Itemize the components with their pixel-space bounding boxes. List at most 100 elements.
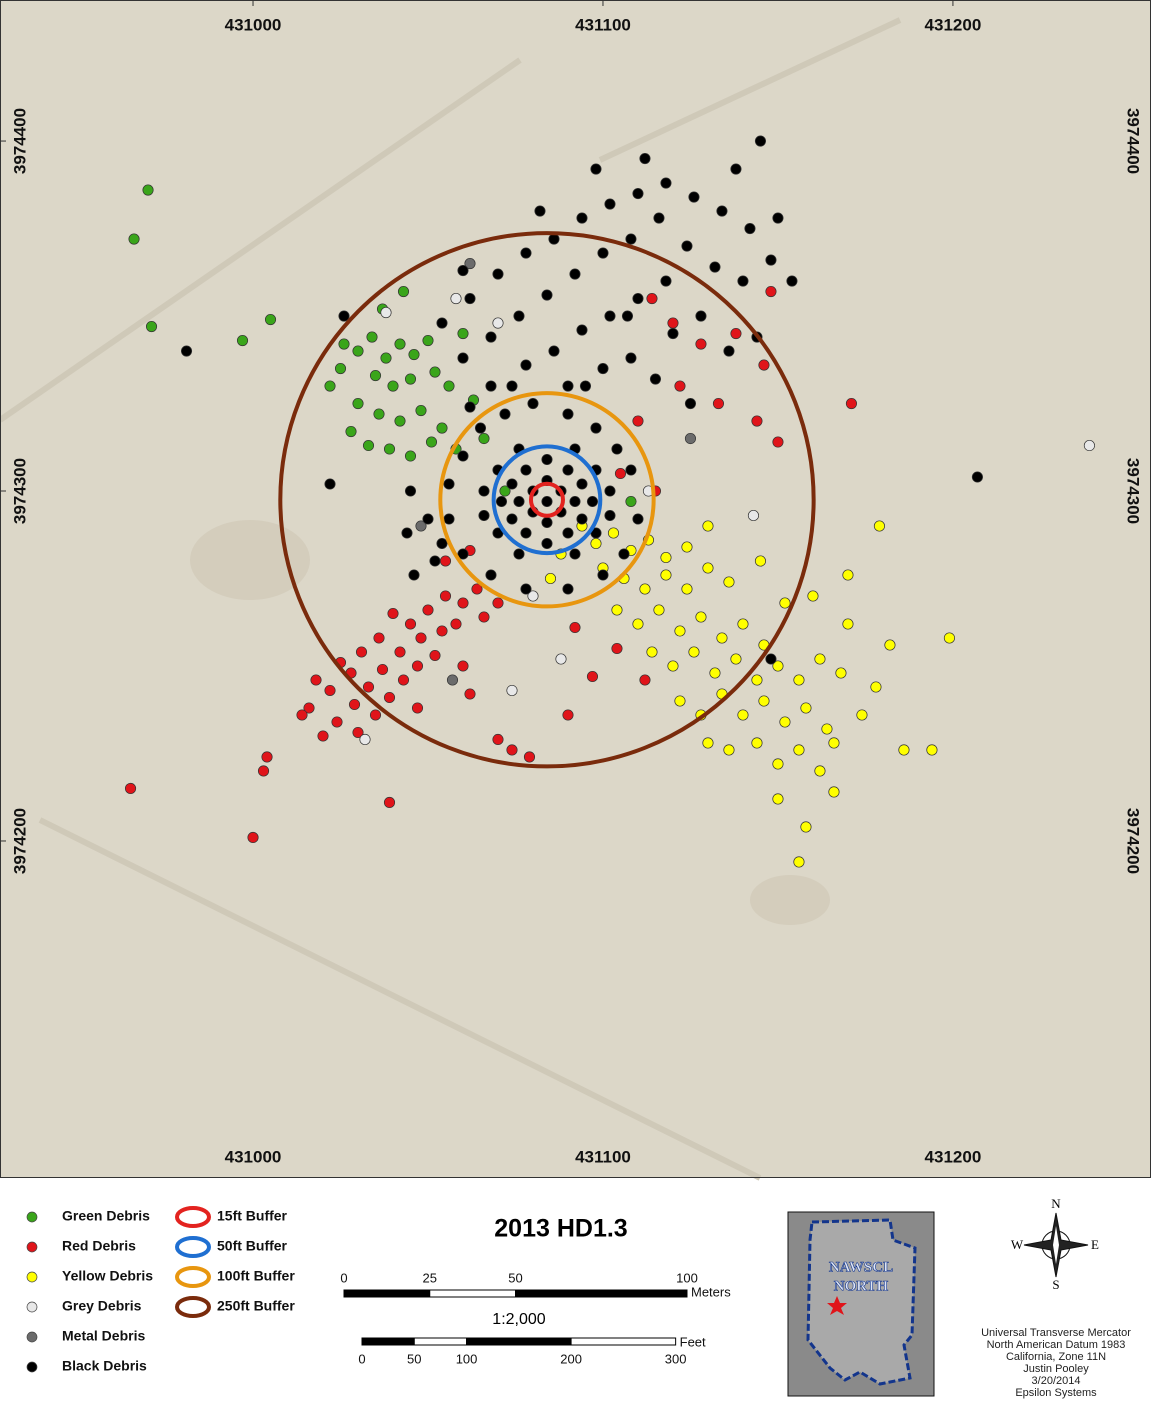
debris-point (248, 832, 258, 842)
debris-point (577, 325, 587, 335)
debris-point (458, 661, 468, 671)
debris-point (430, 556, 440, 566)
debris-point (944, 633, 954, 643)
debris-point (458, 328, 468, 338)
debris-point (570, 496, 580, 506)
debris-point (794, 675, 804, 685)
debris-point (766, 654, 776, 664)
debris-point (507, 745, 517, 755)
y-tick-label: 3974200 (1124, 808, 1143, 874)
debris-point (563, 465, 573, 475)
debris-point (580, 381, 590, 391)
debris-point (402, 528, 412, 538)
debris-point (377, 664, 387, 674)
debris-point (591, 423, 601, 433)
debris-point (493, 598, 503, 608)
scale-tick-label: 25 (423, 1270, 437, 1285)
scale-tick-label: 50 (508, 1270, 522, 1285)
debris-point (668, 318, 678, 328)
debris-point (444, 381, 454, 391)
debris-point (563, 584, 573, 594)
debris-point (381, 307, 391, 317)
debris-point (524, 752, 534, 762)
debris-point (430, 650, 440, 660)
debris-point (759, 360, 769, 370)
debris-point (542, 290, 552, 300)
debris-point (612, 605, 622, 615)
debris-point (703, 563, 713, 573)
debris-point (374, 409, 384, 419)
scale-segment (571, 1338, 676, 1345)
debris-point (815, 654, 825, 664)
debris-point (626, 234, 636, 244)
debris-point (374, 633, 384, 643)
debris-point (647, 293, 657, 303)
debris-point (1084, 440, 1094, 450)
debris-point (426, 437, 436, 447)
debris-point (493, 734, 503, 744)
debris-point (405, 451, 415, 461)
debris-point (430, 367, 440, 377)
debris-point (640, 584, 650, 594)
debris-point (563, 409, 573, 419)
legend-label: 100ft Buffer (217, 1268, 295, 1284)
compass-west: W (1011, 1237, 1024, 1252)
scale-tick-label: 0 (340, 1270, 347, 1285)
debris-point (731, 164, 741, 174)
debris-point (458, 598, 468, 608)
debris-point (423, 514, 433, 524)
legend-swatch (27, 1272, 37, 1282)
debris-point (493, 269, 503, 279)
debris-point (598, 248, 608, 258)
debris-point (451, 293, 461, 303)
debris-point (738, 619, 748, 629)
debris-point (808, 591, 818, 601)
y-tick-label: 3974400 (10, 108, 29, 174)
debris-point (615, 468, 625, 478)
debris-point (654, 605, 664, 615)
debris-point (507, 381, 517, 391)
scale-segment (467, 1338, 572, 1345)
x-tick-label: 431100 (575, 1147, 631, 1166)
debris-point (598, 570, 608, 580)
map-title: 2013 HD1.3 (494, 1215, 627, 1243)
debris-point (437, 423, 447, 433)
scale-segment (414, 1338, 466, 1345)
debris-point (612, 444, 622, 454)
debris-point (370, 370, 380, 380)
debris-point (724, 745, 734, 755)
debris-point (370, 710, 380, 720)
debris-point (801, 703, 811, 713)
x-tick-label: 431200 (925, 15, 982, 34)
debris-point (703, 521, 713, 531)
debris-point (416, 405, 426, 415)
debris-point (528, 398, 538, 408)
scale-segment (516, 1290, 688, 1297)
debris-point (675, 626, 685, 636)
debris-point (451, 619, 461, 629)
debris-point (556, 654, 566, 664)
debris-point (710, 668, 720, 678)
debris-point (458, 265, 468, 275)
debris-point (486, 570, 496, 580)
debris-point (535, 206, 545, 216)
debris-point (325, 479, 335, 489)
debris-point (444, 479, 454, 489)
imagery (0, 0, 1151, 1178)
debris-point (794, 857, 804, 867)
debris-point (661, 276, 671, 286)
debris-point (724, 577, 734, 587)
debris-point (857, 710, 867, 720)
inset-map: NAWSCL NORTH (788, 1212, 934, 1396)
debris-point (570, 622, 580, 632)
debris-point (846, 398, 856, 408)
inset-boundary (808, 1220, 915, 1384)
debris-point (829, 738, 839, 748)
debris-point (262, 752, 272, 762)
debris-point (640, 675, 650, 685)
debris-point (752, 738, 762, 748)
debris-point (395, 339, 405, 349)
scale-tick-label: 0 (358, 1351, 365, 1366)
debris-point (703, 738, 713, 748)
debris-point (731, 654, 741, 664)
